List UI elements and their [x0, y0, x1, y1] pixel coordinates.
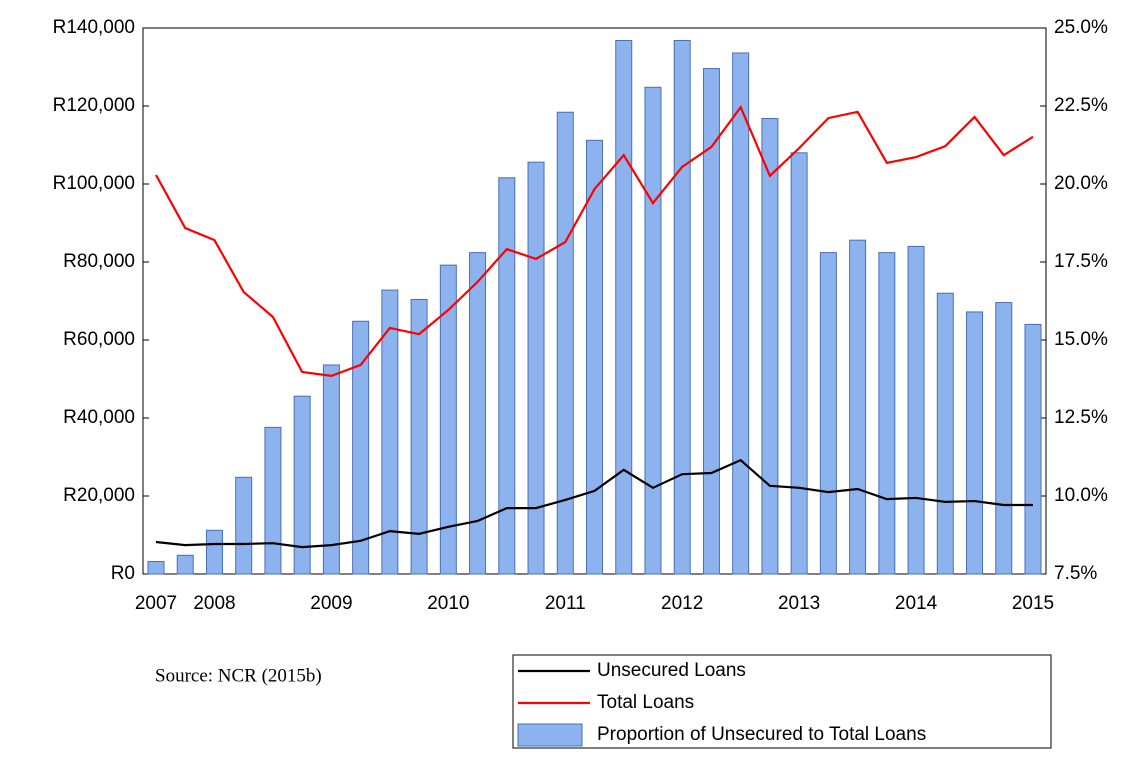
bar: [907, 245, 925, 575]
bar: [235, 476, 253, 575]
x-tick-label: 2015: [1012, 593, 1054, 614]
bar: [264, 426, 282, 575]
x-tick-label: 2007: [135, 593, 177, 614]
y-tick-label: R20,000: [63, 485, 135, 506]
bar: [790, 152, 808, 575]
x-tick-label: 2008: [193, 593, 235, 614]
bar: [702, 68, 720, 575]
bar: [527, 161, 545, 575]
y2-tick-label: 25.0%: [1054, 17, 1108, 38]
x-tick-label: 2013: [778, 593, 820, 614]
y2-tick-label: 22.5%: [1054, 95, 1108, 116]
bar: [878, 252, 896, 575]
y2-tick-label: 20.0%: [1054, 173, 1108, 194]
y-tick-label: R80,000: [63, 251, 135, 272]
bar: [439, 264, 457, 575]
bar: [1024, 323, 1042, 575]
y-tick-label: R100,000: [53, 173, 135, 194]
bar: [673, 39, 691, 575]
bar: [966, 311, 984, 575]
bar: [381, 289, 399, 575]
bar: [586, 139, 603, 575]
bar: [556, 111, 574, 575]
legend-box: [512, 654, 1052, 749]
y-tick-label: R40,000: [63, 407, 135, 428]
y-tick-label: R120,000: [53, 95, 135, 116]
bar: [147, 561, 165, 575]
line: [155, 458, 1033, 549]
legend-label: Total Loans: [597, 692, 694, 713]
legend-label: Unsecured Loans: [597, 660, 746, 681]
bar: [995, 302, 1013, 575]
y-tick-label: R140,000: [53, 17, 135, 38]
y2-tick-label: 10.0%: [1054, 485, 1108, 506]
y2-tick-label: 15.0%: [1054, 329, 1108, 350]
bar: [849, 239, 867, 575]
source-note: Source: NCR (2015b): [155, 665, 322, 686]
y-tick-label: R60,000: [63, 329, 135, 350]
bar: [936, 292, 954, 575]
line: [155, 104, 1034, 378]
bar: [615, 39, 633, 575]
bar: [469, 252, 487, 575]
bar: [293, 395, 311, 575]
bar: [644, 86, 662, 575]
bar: [176, 554, 194, 575]
legend-swatch: [517, 723, 583, 747]
bar: [410, 298, 428, 575]
y2-tick-label: 7.5%: [1054, 563, 1097, 584]
x-tick-label: 2009: [310, 593, 352, 614]
x-tick-label: 2014: [895, 593, 938, 614]
bar: [205, 529, 223, 575]
bar: [322, 364, 340, 575]
legend-label: Proportion of Unsecured to Total Loans: [597, 724, 926, 745]
y2-tick-label: 12.5%: [1054, 407, 1108, 428]
y-tick-label: R0: [111, 563, 135, 584]
x-tick-label: 2010: [427, 593, 469, 614]
x-tick-label: 2012: [661, 593, 703, 614]
bar: [732, 52, 750, 575]
y2-tick-label: 17.5%: [1054, 251, 1108, 272]
bar: [352, 320, 370, 575]
x-tick-label: 2011: [545, 593, 586, 614]
bar: [498, 177, 516, 575]
bar: [761, 117, 779, 575]
bar: [819, 252, 837, 575]
